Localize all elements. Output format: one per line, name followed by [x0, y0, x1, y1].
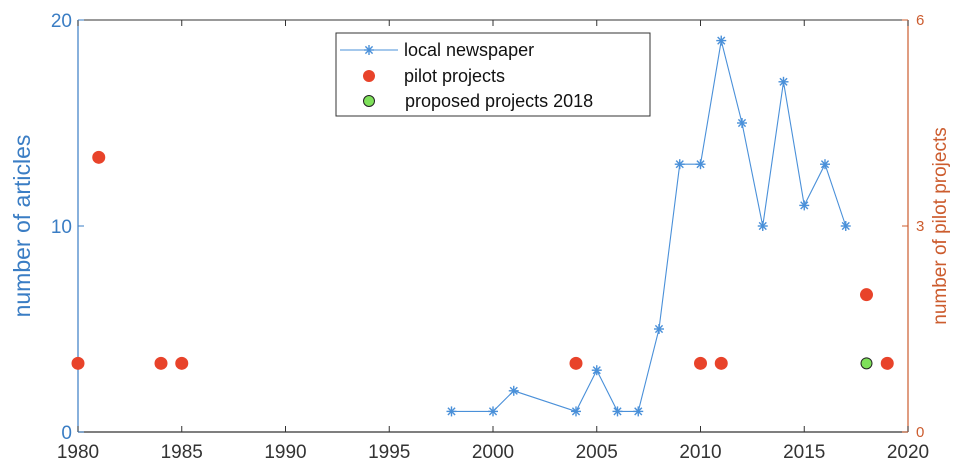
point-local-newspaper [508, 385, 519, 396]
point-pilot-projects [71, 356, 85, 370]
point-local-newspaper [488, 406, 498, 417]
point-proposed-projects-2018 [860, 357, 873, 370]
y-left-tick-label: 20 [51, 11, 72, 32]
point-pilot-projects [92, 150, 106, 164]
x-tick-label: 2015 [783, 442, 825, 463]
legend-marker-proposed-projects [363, 95, 375, 107]
x-tick-label: 2020 [887, 442, 929, 463]
legend: local newspaper pilot projects proposed … [335, 32, 651, 117]
point-pilot-projects [569, 356, 583, 370]
point-pilot-projects [175, 356, 189, 370]
point-local-newspaper [716, 35, 727, 46]
point-pilot-projects [154, 356, 168, 370]
point-local-newspaper [446, 406, 457, 417]
x-tick-label: 1990 [264, 442, 306, 463]
point-pilot-projects [714, 356, 728, 370]
x-tick-label: 1980 [57, 442, 99, 463]
point-pilot-projects [880, 356, 894, 370]
y-right-tick-label: 6 [916, 12, 924, 29]
y-right-ticks: 0 3 6 [902, 12, 924, 441]
x-tick-label: 2005 [576, 442, 618, 463]
legend-label-local-newspaper: local newspaper [404, 40, 534, 60]
y-right-tick-label: 0 [916, 424, 924, 441]
point-local-newspaper [799, 200, 810, 211]
y-left-ticks: 0 10 20 [51, 11, 84, 444]
legend-marker-local-newspaper [364, 45, 374, 55]
x-tick-label: 2000 [472, 442, 514, 463]
point-local-newspaper [695, 159, 706, 170]
x-ticks: 1980 1985 1990 1995 2000 2005 2010 2015 2020 [57, 20, 929, 463]
y-axis-right-label: number of pilot projects [930, 127, 951, 325]
x-tick-label: 1995 [368, 442, 410, 463]
x-tick-label: 1985 [161, 442, 203, 463]
point-local-newspaper [633, 406, 644, 417]
y-right-tick-label: 3 [916, 218, 924, 235]
point-local-newspaper [591, 365, 602, 376]
point-local-newspaper [820, 159, 830, 170]
point-local-newspaper [737, 118, 747, 128]
point-local-newspaper [778, 76, 789, 87]
point-local-newspaper [757, 221, 768, 231]
y-left-tick-label: 10 [51, 217, 72, 238]
point-local-newspaper [612, 406, 623, 417]
y-left-tick-label: 0 [61, 423, 72, 444]
legend-label-pilot-projects: pilot projects [404, 66, 505, 86]
point-local-newspaper [571, 406, 581, 417]
point-local-newspaper [654, 324, 664, 334]
y-axis-left-label: number of articles [9, 135, 35, 318]
x-tick-label: 2010 [679, 442, 721, 463]
legend-label-proposed-projects: proposed projects 2018 [400, 91, 593, 111]
legend-marker-pilot-projects [363, 70, 375, 82]
point-pilot-projects [860, 288, 873, 302]
legend-box [335, 32, 651, 117]
point-pilot-projects [694, 356, 707, 370]
point-local-newspaper [674, 159, 685, 170]
point-local-newspaper [840, 221, 851, 231]
series-layer [71, 35, 894, 417]
